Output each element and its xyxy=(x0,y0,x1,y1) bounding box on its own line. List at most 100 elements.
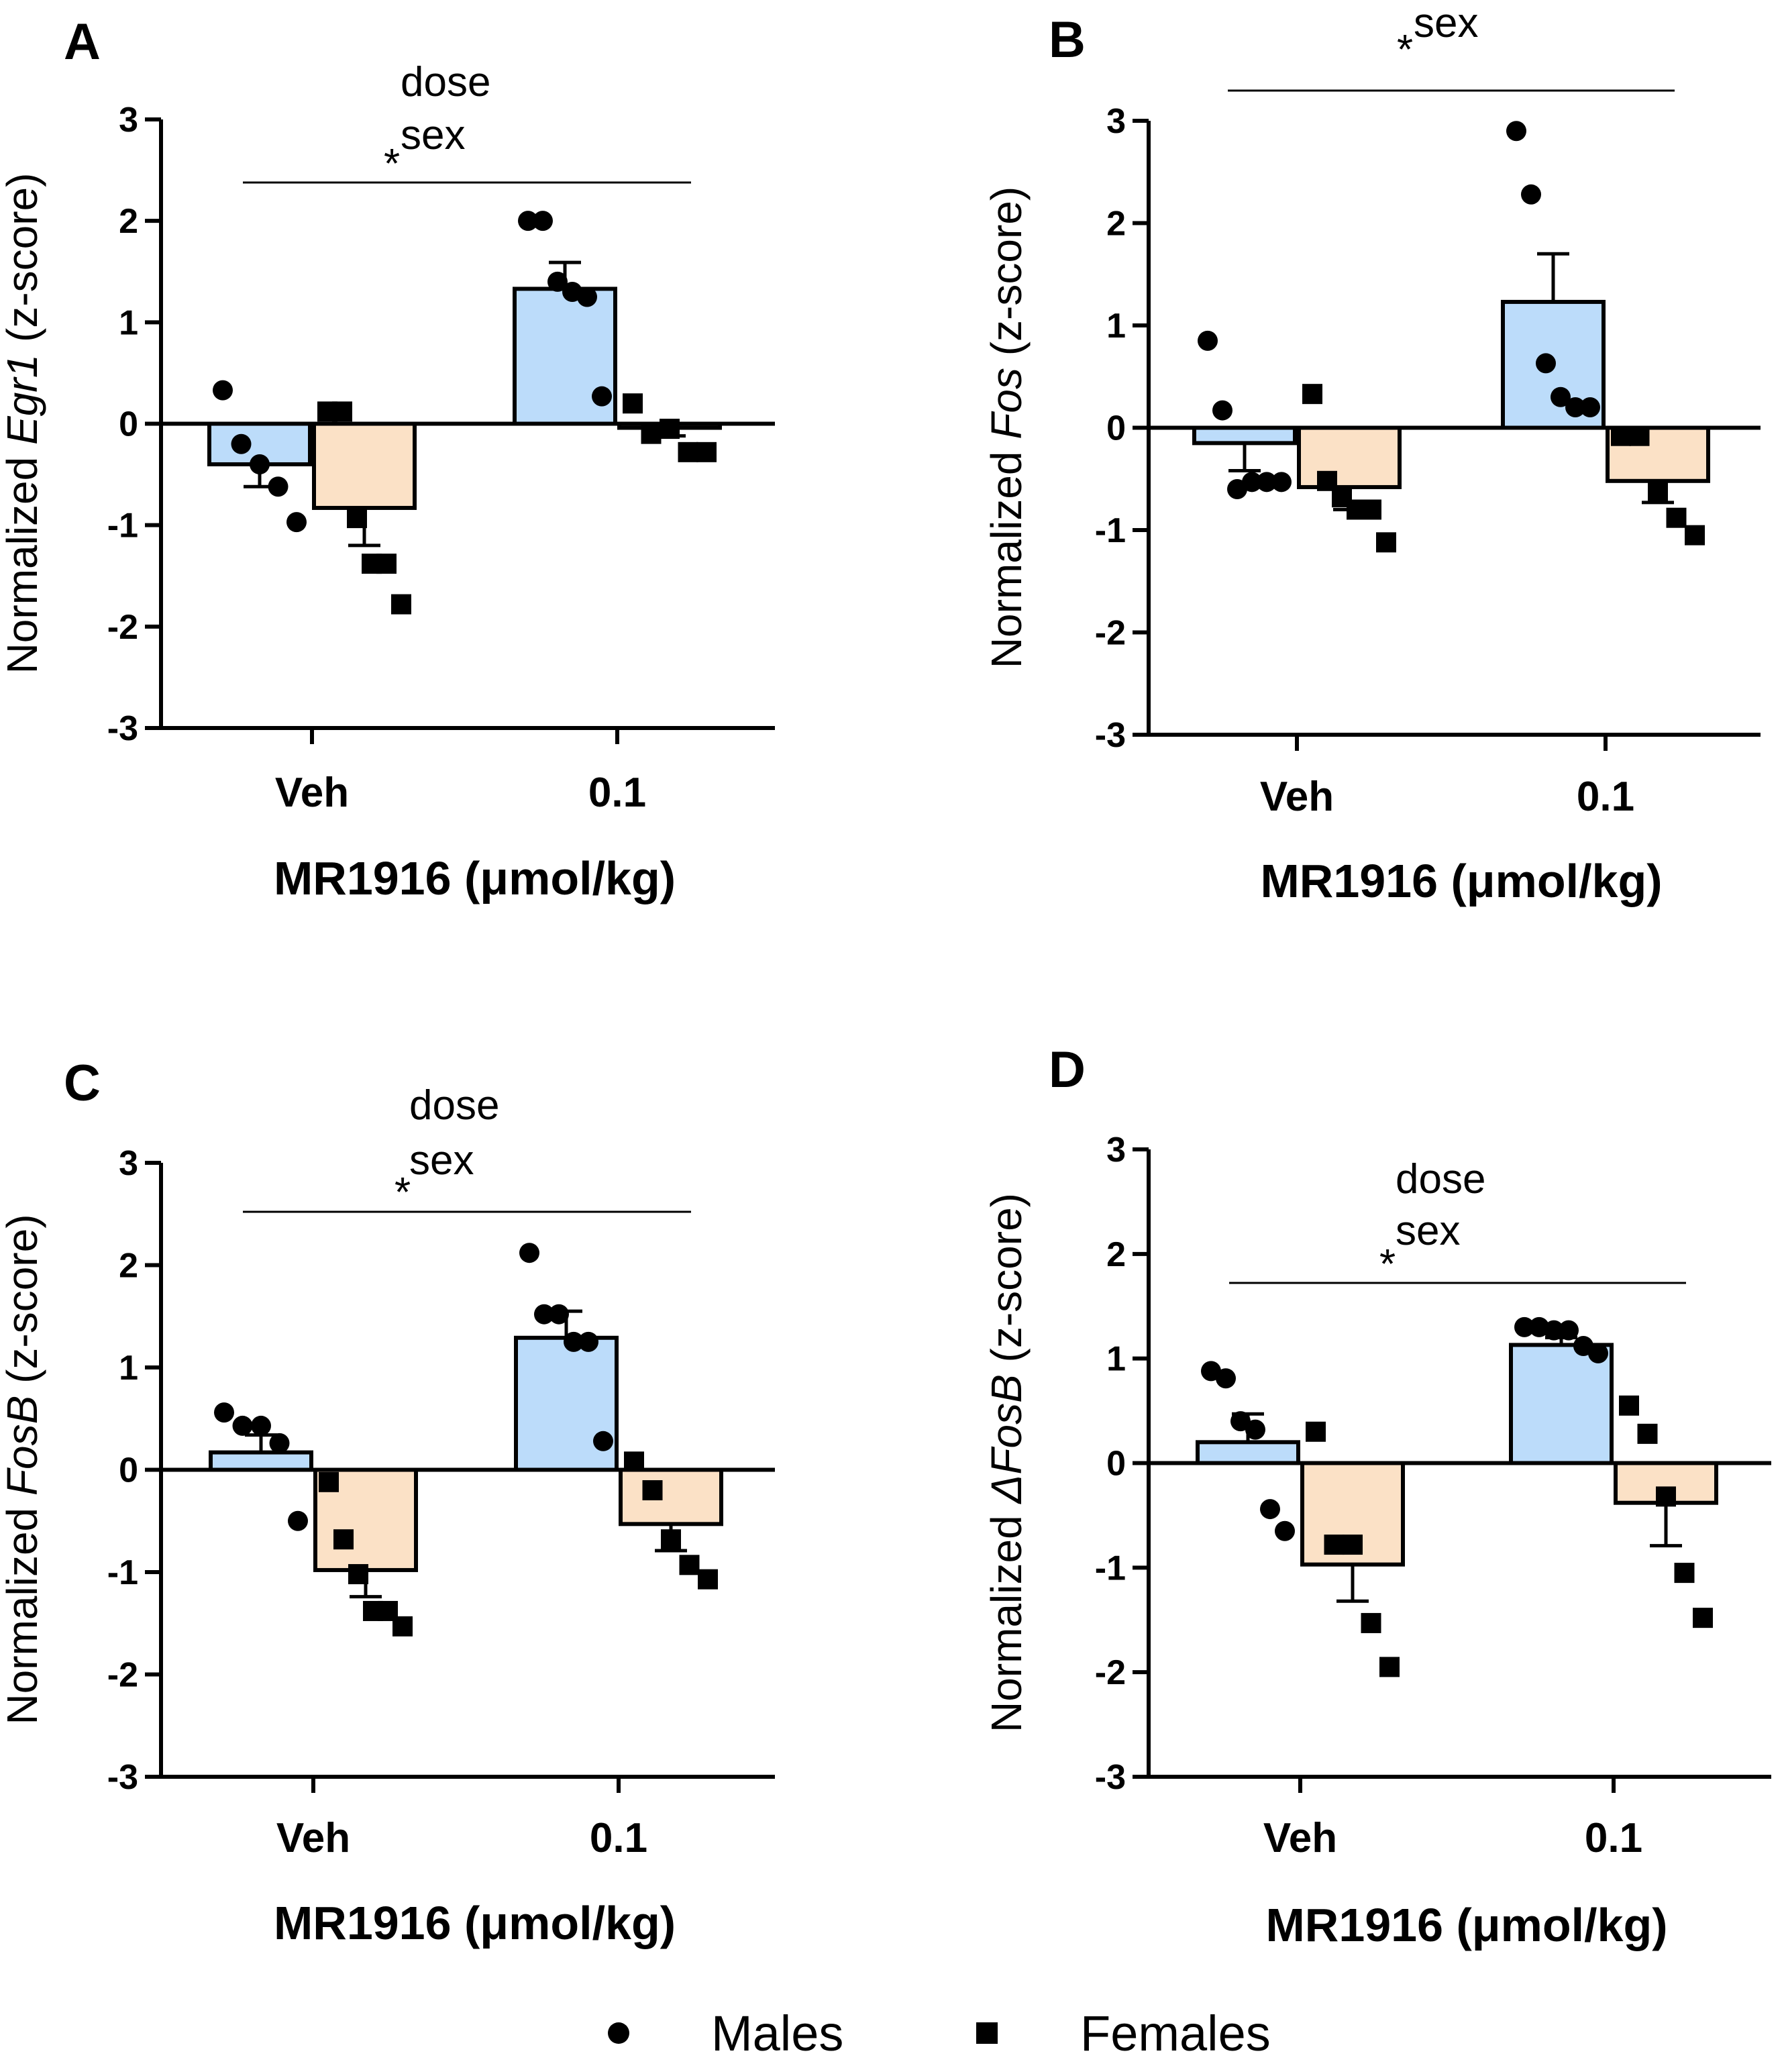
female-data-point xyxy=(1324,1535,1345,1555)
female-data-point xyxy=(623,393,643,414)
panel-letter: C xyxy=(64,1055,101,1112)
male-data-point xyxy=(1588,1343,1608,1363)
panel-d: D3 2 1 0 -1 -2 -3 Veh 0.1 MR1916 (μmol/kg) Normali… xyxy=(982,1041,1771,1951)
y-tick-label: -1 xyxy=(1095,1549,1126,1588)
male-data-point xyxy=(1242,472,1262,493)
y-tick-label: -2 xyxy=(107,1656,138,1695)
legend: Males Females xyxy=(608,2006,1271,2061)
panel-a: A3 2 1 0 -1 -2 -3 Veh 0.1 MR1916 (μmol/kg) Normali… xyxy=(0,13,775,904)
y-tick-label: 1 xyxy=(1106,307,1126,346)
male-data-point xyxy=(1198,330,1218,351)
y-axis-label-gene: ΔFosB xyxy=(982,1374,1031,1504)
male-data-point xyxy=(1260,1499,1280,1520)
female-data-point xyxy=(319,1471,339,1492)
y-axis-label-suffix: (z-score) xyxy=(982,187,1031,368)
female-data-point xyxy=(348,1564,368,1585)
x-axis-label: MR1916 (μmol/kg) xyxy=(1260,855,1662,907)
female-data-point xyxy=(641,423,662,444)
male-data-point xyxy=(1580,397,1600,417)
legend-females-marker xyxy=(976,2022,998,2044)
female-data-point xyxy=(661,1529,681,1550)
female-data-point xyxy=(333,1529,354,1550)
female-bar xyxy=(619,1467,723,1526)
male-data-point xyxy=(232,1415,253,1436)
female-data-point xyxy=(698,1569,718,1590)
male-data-point xyxy=(269,1433,290,1453)
female-data-point xyxy=(1685,525,1705,546)
y-tick-label: 0 xyxy=(1106,409,1126,448)
y-axis-label-prefix: Normalized xyxy=(0,1496,46,1724)
male-data-point xyxy=(1275,1520,1295,1541)
y-tick-label: 0 xyxy=(119,1451,138,1490)
female-data-point xyxy=(642,1480,663,1500)
female-data-point xyxy=(1306,1421,1326,1442)
male-data-point xyxy=(1230,1411,1251,1432)
female-data-point xyxy=(1666,507,1687,528)
y-axis-label-prefix: Normalized xyxy=(0,445,46,674)
male-data-point xyxy=(592,386,612,407)
y-tick-label: 0 xyxy=(1106,1445,1126,1484)
female-data-point xyxy=(1361,499,1381,520)
y-tick-label: -3 xyxy=(107,709,138,748)
y-tick-label: -2 xyxy=(1095,1653,1126,1692)
y-tick-label: -1 xyxy=(107,1553,138,1592)
panel-letter: B xyxy=(1049,11,1086,68)
male-data-point xyxy=(1565,397,1585,417)
y-tick-label: -3 xyxy=(1095,716,1126,755)
male-data-point xyxy=(578,1331,598,1352)
male-data-point xyxy=(213,380,233,401)
x-tick-label: Veh xyxy=(1263,1815,1337,1861)
female-data-point xyxy=(1361,1612,1381,1633)
male-bar xyxy=(1192,425,1297,446)
significance-star: * xyxy=(395,1170,411,1216)
x-tick-label: 0.1 xyxy=(1577,774,1634,820)
y-tick-label: -1 xyxy=(1095,511,1126,550)
male-data-point xyxy=(1514,1316,1534,1337)
female-data-point xyxy=(376,554,397,574)
female-data-point xyxy=(391,594,411,615)
female-data-point xyxy=(696,442,717,462)
male-data-point xyxy=(519,1243,539,1263)
y-axis-label-prefix: Normalized xyxy=(982,1504,1031,1732)
male-data-point xyxy=(549,1304,569,1325)
male-data-point xyxy=(1245,1419,1265,1440)
male-data-point xyxy=(1212,400,1232,421)
male-data-point xyxy=(564,1331,584,1352)
female-data-point xyxy=(1376,532,1396,553)
y-axis-label: Normalized Egr1 (z-score) xyxy=(0,173,46,674)
y-tick-label: 3 xyxy=(119,1144,138,1183)
male-data-point xyxy=(593,1431,613,1451)
y-tick-label: -1 xyxy=(107,507,138,546)
male-data-point xyxy=(251,1415,271,1436)
female-data-point xyxy=(332,401,352,422)
male-data-point xyxy=(1536,353,1556,374)
male-data-point xyxy=(1551,386,1571,407)
female-data-point xyxy=(1656,1486,1676,1507)
y-axis-label: Normalized FosB (z-score) xyxy=(0,1214,46,1724)
female-bar xyxy=(1300,1461,1405,1567)
annotation-dose: dose xyxy=(401,59,490,105)
y-axis-label-gene: FosB xyxy=(0,1396,46,1496)
male-data-point xyxy=(547,271,568,292)
female-data-point xyxy=(1302,384,1322,405)
male-data-point xyxy=(1559,1320,1579,1341)
y-tick-label: 1 xyxy=(119,303,138,342)
annotation-sex: sex xyxy=(401,112,465,158)
x-axis-label: MR1916 (μmol/kg) xyxy=(274,852,676,904)
y-tick-label: -3 xyxy=(107,1758,138,1797)
male-data-point xyxy=(268,476,288,497)
y-axis-label-suffix: (z-score) xyxy=(0,1214,46,1395)
annotation-sex: sex xyxy=(1396,1208,1460,1254)
x-tick-label: 0.1 xyxy=(1585,1815,1642,1861)
significance-star: * xyxy=(1397,27,1413,73)
y-axis-label: Normalized ΔFosB (z-score) xyxy=(982,1193,1031,1732)
female-data-point xyxy=(679,1555,700,1575)
y-tick-label: -2 xyxy=(107,608,138,647)
significance-star: * xyxy=(384,141,400,187)
y-axis-label-suffix: (z-score) xyxy=(0,173,46,354)
male-data-point xyxy=(286,512,307,533)
female-data-point xyxy=(678,442,698,462)
y-tick-label: 1 xyxy=(119,1349,138,1388)
annotation-dose: dose xyxy=(1396,1156,1485,1202)
